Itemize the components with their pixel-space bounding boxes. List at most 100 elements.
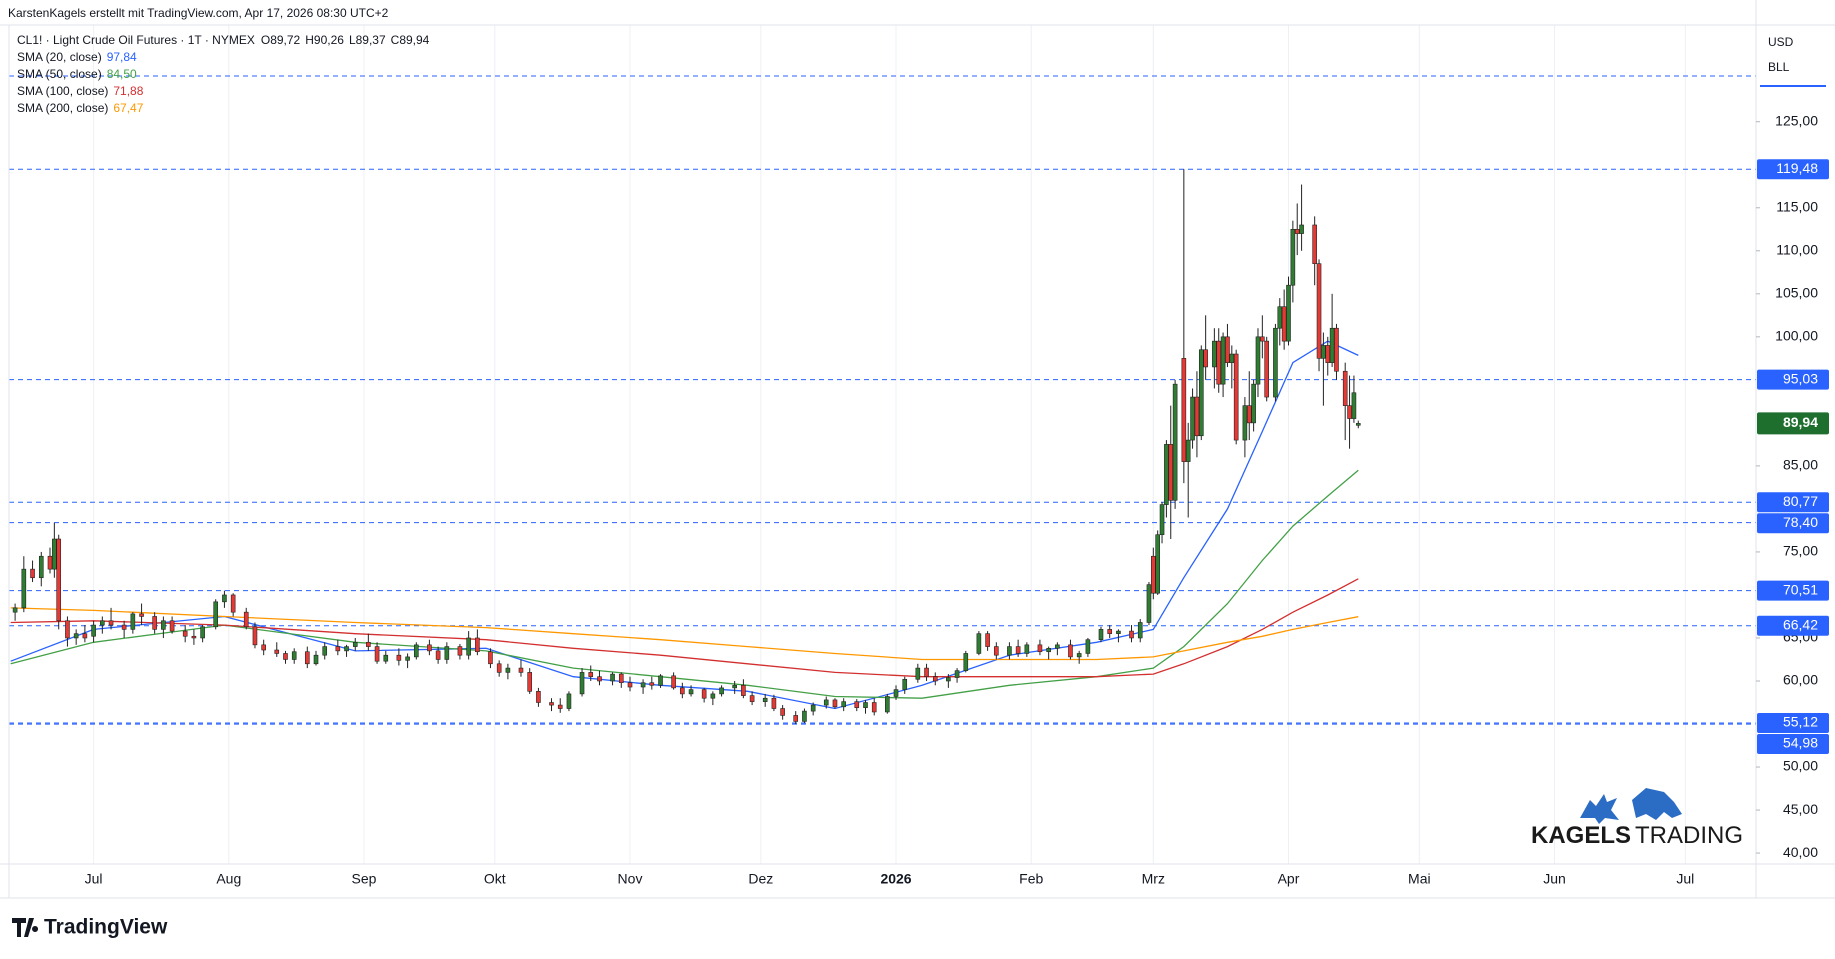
open-value: 89,72 xyxy=(270,33,300,47)
candle-body xyxy=(1146,584,1152,623)
candle-body xyxy=(1129,630,1134,639)
level-price-box xyxy=(1757,159,1829,180)
candle-body xyxy=(863,702,868,708)
candle-body xyxy=(1107,629,1113,634)
candle-body xyxy=(52,538,57,570)
candle-body xyxy=(741,684,746,696)
level-price-label: 80,77 xyxy=(1783,493,1818,509)
x-tick-label: 2026 xyxy=(880,871,911,887)
footer: TradingView xyxy=(12,916,168,939)
candle-body xyxy=(832,699,838,708)
x-tick-label: Aug xyxy=(216,871,241,887)
x-tick-label: Jun xyxy=(1543,871,1566,887)
candle-body xyxy=(21,568,27,609)
candle-body xyxy=(313,654,319,665)
candle-body xyxy=(91,624,96,637)
bear-icon xyxy=(1632,788,1682,820)
candle-body xyxy=(963,653,969,671)
candle-body xyxy=(1098,629,1104,640)
candle-body xyxy=(130,613,136,630)
candle-body xyxy=(1260,336,1265,342)
header: KarstenKagels erstellt mit TradingView.c… xyxy=(8,6,389,20)
candle-body xyxy=(649,682,655,686)
x-tick-label: Jul xyxy=(85,871,103,887)
candle-body xyxy=(1116,630,1121,634)
candle-body xyxy=(121,624,127,630)
ohlc-prefix: O xyxy=(261,33,270,47)
candle-body xyxy=(1172,383,1178,501)
candle-body xyxy=(374,646,380,662)
candle-body xyxy=(1203,349,1208,368)
y-tick-label: 105,00 xyxy=(1775,285,1818,301)
candle-body xyxy=(1181,358,1187,462)
level-price-box xyxy=(1757,733,1829,754)
indicator-legend: SMA (200, close) 67,47 xyxy=(17,101,144,115)
level-price-box xyxy=(1757,580,1829,601)
candle-body xyxy=(1242,405,1248,441)
candle-body xyxy=(518,667,524,673)
candle-body xyxy=(771,697,777,709)
candle-body xyxy=(780,708,785,716)
symbol: CL1! · Light Crude Oil Futures · 1T · NY… xyxy=(17,33,255,47)
candle-body xyxy=(405,656,410,661)
candle-body xyxy=(230,594,236,613)
close-value: 89,94 xyxy=(399,33,429,47)
candle-body xyxy=(108,620,114,626)
candle-body xyxy=(1055,644,1060,649)
watermark-text: KAGELS TRADING xyxy=(1531,822,1743,849)
candle-body xyxy=(427,644,432,652)
candle-body xyxy=(191,635,197,639)
candle-body xyxy=(549,702,554,706)
candle-body xyxy=(1321,345,1326,359)
footer-brand[interactable]: TradingView xyxy=(44,916,168,939)
candle-body xyxy=(1351,392,1357,419)
ohlc-prefix: H xyxy=(305,33,314,47)
candle-body xyxy=(243,611,249,628)
candle-body xyxy=(1037,644,1043,653)
candle-body xyxy=(701,689,707,699)
candle-body xyxy=(366,641,371,647)
candle-body xyxy=(627,682,633,688)
level-price-box xyxy=(1757,513,1829,534)
candle-body xyxy=(30,568,35,579)
candle-body xyxy=(915,667,921,680)
candle-body xyxy=(762,697,768,702)
candle-body xyxy=(854,701,860,708)
candle-body xyxy=(304,651,310,665)
tv-logo[interactable] xyxy=(12,918,39,937)
candle-body xyxy=(1168,444,1174,501)
candle-body xyxy=(924,667,929,677)
candle-body xyxy=(274,649,280,654)
candle-body xyxy=(793,715,799,722)
candle-body xyxy=(1007,646,1012,656)
indicator-value: 97,84 xyxy=(107,50,137,64)
candle-body xyxy=(139,613,144,617)
ohlc-prefix: L xyxy=(349,33,356,47)
level-price-label: 54,98 xyxy=(1783,735,1818,751)
unit: BLL xyxy=(1768,60,1790,74)
candle-body xyxy=(12,607,18,613)
candle-body xyxy=(1329,327,1335,363)
y-tick-label: 85,00 xyxy=(1783,457,1818,473)
x-tick-label: Mrz xyxy=(1142,871,1165,887)
last-price-label: 89,94 xyxy=(1783,414,1818,430)
candle-body xyxy=(1198,349,1204,437)
bull-icon xyxy=(1580,794,1619,824)
indicator-value: 84,50 xyxy=(107,67,137,81)
x-tick-label: Feb xyxy=(1019,871,1043,887)
levels xyxy=(9,75,1756,725)
candle-body xyxy=(976,633,982,654)
level-price-label: 78,40 xyxy=(1783,514,1818,530)
candle-body xyxy=(1137,622,1143,639)
symbol-legend: CL1! · Light Crude Oil Futures · 1T · NY… xyxy=(17,33,430,47)
indicator-name: SMA (50, close) xyxy=(17,67,102,81)
y-tick-label: 100,00 xyxy=(1775,328,1818,344)
candle-body xyxy=(505,667,511,673)
indicator-legend: SMA (100, close) 71,88 xyxy=(17,84,144,98)
candle-body xyxy=(1151,555,1156,594)
candle-body xyxy=(1290,228,1296,286)
candle-body xyxy=(47,555,53,570)
candle-body xyxy=(1216,340,1222,385)
high-value: 90,26 xyxy=(314,33,344,47)
